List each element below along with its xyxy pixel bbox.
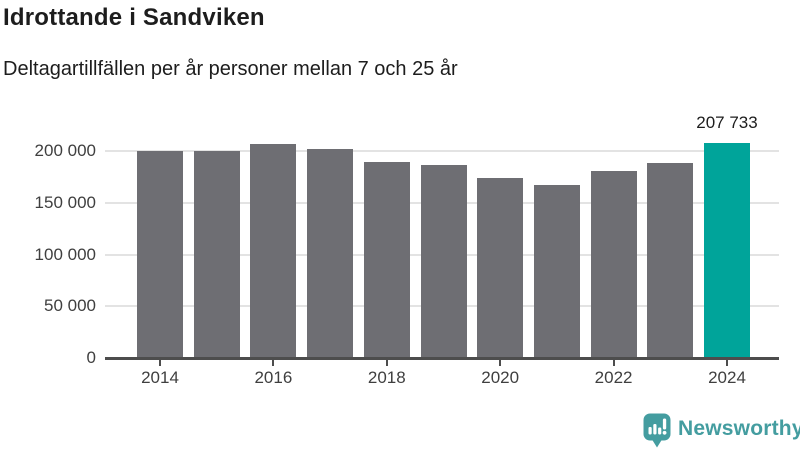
x-axis-tick — [272, 360, 275, 366]
x-axis-tick — [499, 360, 502, 366]
y-axis-tick-label: 0 — [86, 348, 96, 367]
bar-2014 — [137, 150, 183, 358]
x-axis-tick-label: 2014 — [141, 368, 179, 387]
gridline — [105, 150, 779, 153]
bar-2018 — [363, 162, 410, 358]
bar-2022 — [590, 171, 637, 358]
bar-2017 — [307, 149, 354, 358]
x-axis-tick-label: 2020 — [481, 368, 520, 387]
x-axis-tick — [159, 360, 161, 366]
bar-2019 — [420, 165, 467, 358]
x-axis-tick-label: 2016 — [254, 368, 293, 387]
newsworthy-logo-icon — [643, 413, 671, 448]
bar-2024 — [704, 143, 750, 358]
x-axis-tick — [726, 360, 728, 366]
x-axis-tick-label: 2022 — [594, 368, 633, 387]
x-axis-tick — [385, 360, 388, 366]
x-axis-tick — [612, 360, 615, 366]
x-axis-tick-label: 2018 — [367, 368, 406, 387]
bar-2015 — [193, 150, 240, 358]
chart-subtitle: Deltagartillfällen per år personer mella… — [3, 58, 458, 80]
y-axis-tick-label: 150 000 — [34, 192, 96, 212]
y-axis-tick-label: 100 000 — [34, 244, 96, 264]
bar-2021 — [533, 185, 580, 358]
brand-name: Newsworthy — [678, 417, 800, 440]
y-axis-tick-label: 50 000 — [44, 296, 96, 316]
x-axis-tick-label: 2024 — [708, 368, 746, 387]
bar-2023 — [647, 163, 694, 358]
bar-2016 — [250, 144, 297, 358]
bar-2020 — [477, 178, 524, 358]
newsworthy-brand-link[interactable]: Newsworthy — [642, 412, 800, 448]
y-axis-tick-label: 200 000 — [34, 141, 96, 161]
highlight-value-label: 207 733 — [696, 113, 758, 133]
x-axis-line — [105, 357, 779, 360]
chart-title: Idrottande i Sandviken — [3, 4, 265, 31]
